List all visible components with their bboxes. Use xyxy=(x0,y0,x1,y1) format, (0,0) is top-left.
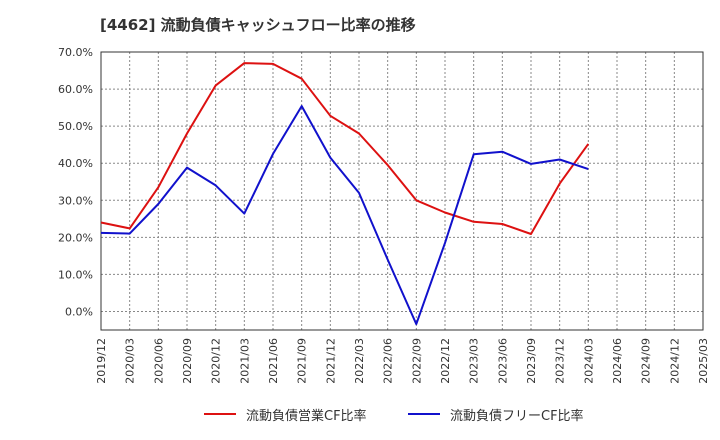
y-tick-label: 60.0% xyxy=(58,83,93,96)
x-tick-label: 2021/03 xyxy=(238,338,251,384)
x-tick-label: 2023/06 xyxy=(496,338,509,384)
x-tick-label: 2020/06 xyxy=(152,338,165,384)
y-tick-label: 20.0% xyxy=(58,231,93,244)
y-tick-label: 10.0% xyxy=(58,268,93,281)
x-tick-label: 2020/12 xyxy=(210,338,223,384)
legend-swatch-operating-cf xyxy=(204,413,236,415)
y-tick-label: 40.0% xyxy=(58,157,93,170)
x-tick-label: 2022/12 xyxy=(439,338,452,384)
x-tick-label: 2022/03 xyxy=(353,338,366,384)
x-tick-label: 2024/09 xyxy=(640,338,653,384)
x-tick-label: 2019/12 xyxy=(95,338,108,384)
y-tick-label: 30.0% xyxy=(58,194,93,207)
x-tick-label: 2023/09 xyxy=(525,338,538,384)
legend-label-free-cf: 流動負債フリーCF比率 xyxy=(450,408,584,424)
series-line-1 xyxy=(100,105,589,326)
x-tick-label: 2024/12 xyxy=(668,338,681,384)
legend-item-free-cf: 流動負債フリーCF比率 xyxy=(408,402,584,426)
x-tick-label: 2022/09 xyxy=(410,338,423,384)
chart-title: [4462] 流動負債キャッシュフロー比率の推移 xyxy=(100,16,416,34)
legend-item-operating-cf: 流動負債営業CF比率 xyxy=(204,402,367,426)
y-tick-label: 70.0% xyxy=(58,46,93,59)
legend-label-operating-cf: 流動負債営業CF比率 xyxy=(246,408,367,424)
x-tick-label: 2023/12 xyxy=(554,338,567,384)
x-tick-label: 2020/03 xyxy=(124,338,137,384)
y-tick-label: 0.0% xyxy=(65,305,93,318)
x-tick-label: 2024/03 xyxy=(582,338,595,384)
plot-border xyxy=(100,51,704,331)
series-line-0 xyxy=(100,62,590,235)
y-tick-label: 50.0% xyxy=(58,120,93,133)
x-tick-label: 2025/03 xyxy=(697,338,710,384)
x-tick-label: 2020/09 xyxy=(181,338,194,384)
legend: 流動負債営業CF比率 流動負債フリーCF比率 xyxy=(0,402,720,426)
plot-area xyxy=(101,52,703,330)
x-tick-label: 2021/06 xyxy=(267,338,280,384)
x-tick-label: 2023/03 xyxy=(468,338,481,384)
x-tick-label: 2022/06 xyxy=(382,338,395,384)
x-tick-label: 2024/06 xyxy=(611,338,624,384)
x-tick-label: 2021/09 xyxy=(296,338,309,384)
x-tick-label: 2021/12 xyxy=(324,338,337,384)
legend-swatch-free-cf xyxy=(408,413,440,415)
